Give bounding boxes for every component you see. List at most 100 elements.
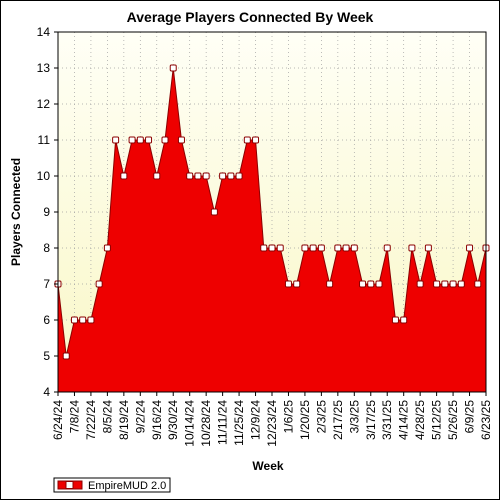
data-point [87, 316, 95, 324]
x-tick-label: 1/20/25 [298, 400, 312, 440]
y-tick-label: 6 [43, 313, 50, 327]
data-point [424, 244, 432, 252]
data-point [457, 280, 465, 288]
y-tick-label: 11 [38, 133, 51, 147]
data-point [276, 244, 284, 252]
data-point [350, 244, 358, 252]
data-point [112, 136, 120, 144]
data-point [128, 136, 136, 144]
data-point [145, 136, 153, 144]
y-tick-label: 13 [37, 61, 51, 75]
data-point [202, 172, 210, 180]
x-tick-label: 5/26/25 [446, 400, 460, 440]
x-tick-label: 11/11/24 [216, 400, 230, 445]
data-point [441, 280, 449, 288]
x-tick-label: 9/2/24 [133, 400, 147, 434]
y-tick-label: 4 [43, 385, 50, 399]
data-point [342, 244, 350, 252]
data-point [252, 136, 260, 144]
x-tick-label: 7/22/24 [84, 400, 98, 440]
data-point [136, 136, 144, 144]
x-tick-label: 6/23/25 [479, 400, 493, 440]
x-axis-title: Week [252, 459, 283, 473]
data-point [235, 172, 243, 180]
data-point [383, 244, 391, 252]
data-point [301, 244, 309, 252]
data-point [449, 280, 457, 288]
legend-marker [65, 481, 74, 489]
data-point [153, 172, 161, 180]
y-tick-label: 7 [43, 277, 50, 291]
data-point [284, 280, 292, 288]
x-tick-label: 8/19/24 [117, 400, 131, 440]
data-point [359, 280, 367, 288]
data-point [317, 244, 325, 252]
data-point [103, 244, 111, 252]
data-point [375, 280, 383, 288]
data-point [243, 136, 251, 144]
data-point [79, 316, 87, 324]
y-axis-title: Players Connected [9, 158, 23, 266]
data-point [334, 244, 342, 252]
data-point [433, 280, 441, 288]
data-point [268, 244, 276, 252]
x-tick-label: 3/17/25 [364, 400, 378, 440]
x-tick-label: 12/23/24 [265, 400, 279, 447]
x-tick-label: 4/28/25 [413, 400, 427, 440]
data-point [219, 172, 227, 180]
x-tick-label: 4/14/25 [397, 400, 411, 440]
data-point [391, 316, 399, 324]
data-point [416, 280, 424, 288]
data-point [408, 244, 416, 252]
x-tick-label: 7/8/24 [67, 400, 81, 434]
data-point [95, 280, 103, 288]
x-tick-label: 3/31/25 [380, 400, 394, 440]
x-tick-label: 8/5/24 [100, 400, 114, 434]
y-tick-label: 14 [37, 25, 51, 39]
data-point [400, 316, 408, 324]
series-area [57, 67, 487, 393]
legend-box [53, 477, 171, 493]
data-point [70, 316, 78, 324]
data-point [367, 280, 375, 288]
data-point [326, 280, 334, 288]
data-point [260, 244, 268, 252]
data-point [194, 172, 202, 180]
y-tick-label: 10 [37, 169, 51, 183]
y-axis-ticks: 4 5 6 7 8 9 10 11 12 13 14 [37, 25, 58, 399]
x-tick-label: 2/3/25 [314, 400, 328, 434]
chart-title: Average Players Connected By Week [127, 9, 374, 25]
x-tick-label: 9/16/24 [150, 400, 164, 440]
y-tick-label: 12 [37, 97, 51, 111]
x-tick-label: 2/17/25 [331, 400, 345, 440]
x-tick-label: 10/14/24 [183, 400, 197, 447]
data-point [227, 172, 235, 180]
x-tick-label: 9/30/24 [166, 400, 180, 440]
data-point [186, 172, 194, 180]
data-point [210, 208, 218, 216]
y-tick-label: 9 [43, 205, 50, 219]
x-tick-label: 3/3/25 [347, 400, 361, 434]
x-tick-label: 1/6/25 [281, 400, 295, 434]
y-tick-label: 5 [43, 349, 50, 363]
x-tick-label: 12/9/24 [249, 400, 263, 440]
data-point [466, 244, 474, 252]
data-point [120, 172, 128, 180]
y-tick-label: 8 [43, 241, 50, 255]
series-markers [54, 64, 490, 360]
data-point [474, 280, 482, 288]
legend: EmpireMUD 2.0 [53, 477, 171, 493]
x-tick-label: 6/24/24 [51, 400, 65, 440]
x-tick-label: 11/25/24 [232, 400, 246, 446]
data-point [62, 352, 70, 360]
x-tick-label: 5/12/25 [430, 400, 444, 440]
data-point [293, 280, 301, 288]
data-point [309, 244, 317, 252]
data-point [169, 64, 177, 72]
x-tick-label: 10/28/24 [199, 400, 213, 447]
x-tick-label: 6/9/25 [463, 400, 477, 434]
data-point [161, 136, 169, 144]
legend-label: EmpireMUD 2.0 [88, 480, 166, 492]
data-point [177, 136, 185, 144]
x-axis-ticks: 6/24/24 7/8/24 7/22/24 8/5/24 8/19/24 9/2/24 9… [51, 392, 493, 447]
